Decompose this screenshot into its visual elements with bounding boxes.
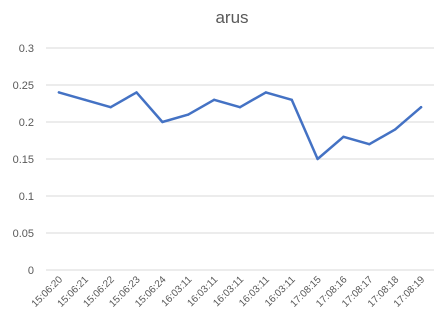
x-axis-ticks: 15:06:2015:06:2115:06:2215:06:2315:06:24… (30, 274, 428, 310)
data-point (83, 98, 87, 102)
data-point (316, 157, 319, 161)
data-point (419, 106, 423, 109)
data-point (290, 98, 293, 102)
series-line (57, 91, 423, 161)
y-tick-label: 0.1 (19, 191, 34, 203)
y-tick-label: 0 (28, 265, 34, 277)
y-tick-label: 0.2 (19, 117, 34, 129)
y-axis-ticks: 0 0.05 0.1 0.15 0.2 0.25 0.3 (13, 43, 34, 277)
data-point (238, 106, 242, 109)
data-point (368, 143, 371, 146)
data-point (187, 113, 190, 116)
y-tick-label: 0.25 (13, 80, 34, 92)
data-point (161, 120, 164, 124)
data-point (212, 98, 216, 102)
chart-title: arus (215, 8, 248, 27)
data-point (394, 128, 397, 131)
data-point (264, 91, 268, 94)
y-tick-label: 0.05 (13, 228, 34, 240)
data-point (109, 106, 112, 109)
data-point (342, 135, 345, 138)
series-group (57, 91, 423, 161)
y-tick-label: 0.3 (19, 43, 34, 55)
gridlines (46, 47, 434, 271)
data-point (57, 91, 61, 94)
y-tick-label: 0.15 (13, 154, 34, 166)
data-point (135, 91, 138, 94)
